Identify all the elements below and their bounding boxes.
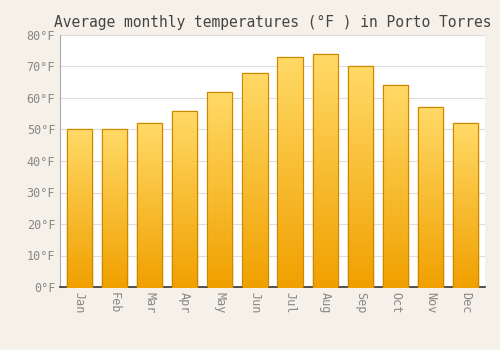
Bar bbox=[102, 130, 127, 287]
Bar bbox=[137, 123, 162, 287]
Bar bbox=[207, 92, 233, 287]
Bar bbox=[66, 130, 92, 287]
Bar bbox=[383, 85, 408, 287]
Bar bbox=[418, 107, 443, 287]
Bar bbox=[453, 123, 478, 287]
Title: Average monthly temperatures (°F ) in Porto Torres: Average monthly temperatures (°F ) in Po… bbox=[54, 15, 491, 30]
Bar bbox=[102, 130, 127, 287]
Bar bbox=[207, 92, 233, 287]
Bar bbox=[383, 85, 408, 287]
Bar bbox=[137, 123, 162, 287]
Bar bbox=[242, 73, 268, 287]
Bar bbox=[312, 54, 338, 287]
Bar bbox=[348, 66, 373, 287]
Bar bbox=[278, 57, 302, 287]
Bar bbox=[66, 130, 92, 287]
Bar bbox=[278, 57, 302, 287]
Bar bbox=[172, 111, 198, 287]
Bar bbox=[242, 73, 268, 287]
Bar bbox=[348, 66, 373, 287]
Bar bbox=[312, 54, 338, 287]
Bar bbox=[453, 123, 478, 287]
Bar bbox=[418, 107, 443, 287]
Bar bbox=[172, 111, 198, 287]
